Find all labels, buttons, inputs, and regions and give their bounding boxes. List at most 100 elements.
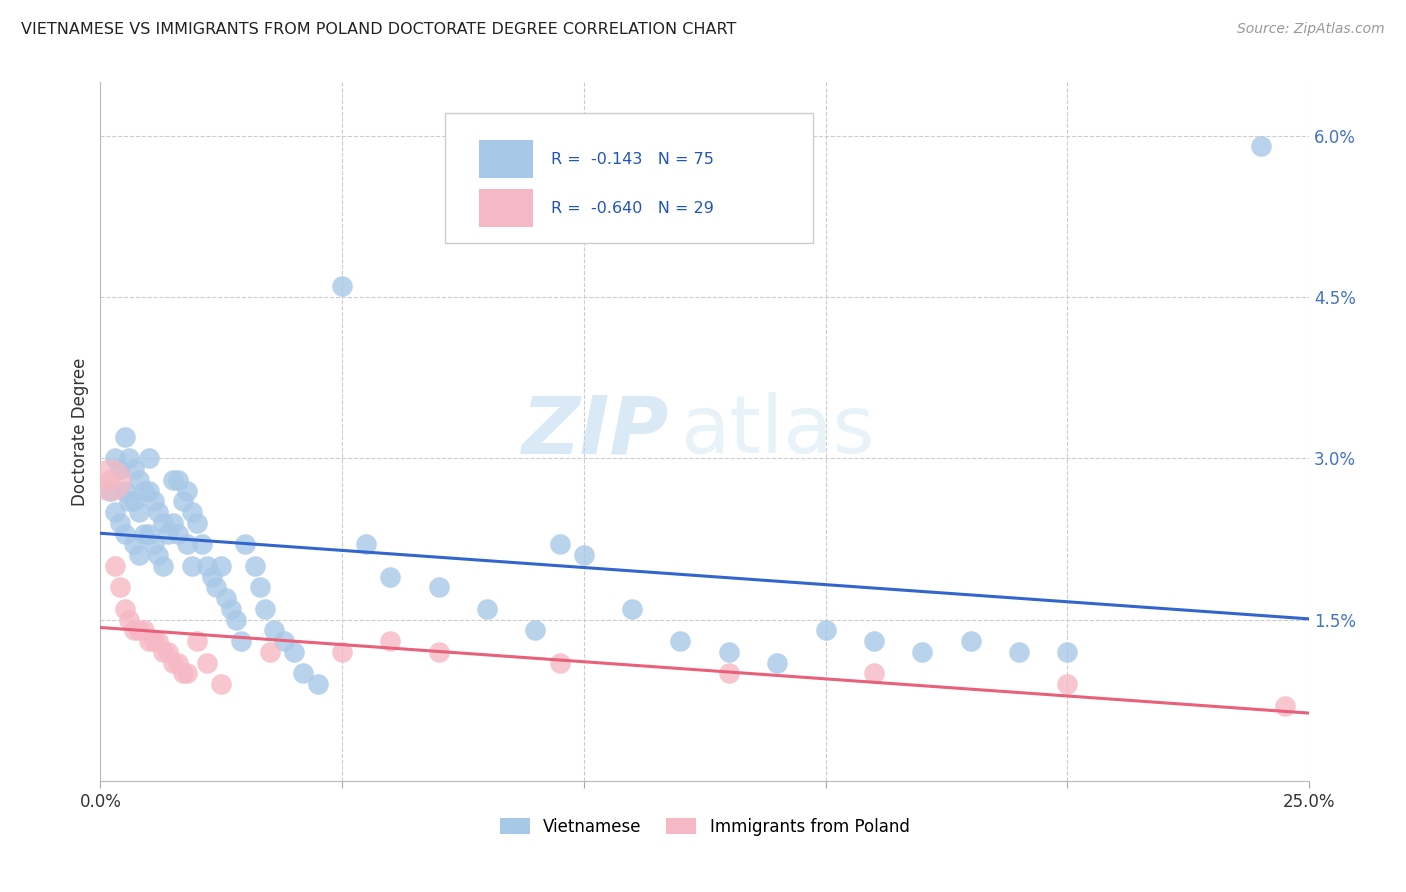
Point <box>235 537 257 551</box>
Point <box>380 634 402 648</box>
Bar <box>478 140 533 178</box>
Point <box>128 505 150 519</box>
Point <box>138 634 160 648</box>
Point <box>128 548 150 562</box>
Point <box>108 580 131 594</box>
Text: R =  -0.143   N = 75: R = -0.143 N = 75 <box>551 152 714 167</box>
Point <box>138 451 160 466</box>
Point <box>176 666 198 681</box>
Point <box>219 602 242 616</box>
Text: VIETNAMESE VS IMMIGRANTS FROM POLAND DOCTORATE DEGREE CORRELATION CHART: VIETNAMESE VS IMMIGRANTS FROM POLAND DOC… <box>21 22 737 37</box>
Point <box>181 558 204 573</box>
Point <box>1250 139 1272 153</box>
Point <box>186 516 208 530</box>
Point <box>114 526 136 541</box>
Point <box>200 569 222 583</box>
Point <box>253 602 276 616</box>
Point <box>1056 645 1078 659</box>
Point <box>128 624 150 638</box>
Point <box>181 505 204 519</box>
Point <box>138 526 160 541</box>
Point <box>814 624 837 638</box>
Point <box>138 483 160 498</box>
Point <box>152 516 174 530</box>
Point <box>118 451 141 466</box>
Point <box>307 677 329 691</box>
Point <box>225 613 247 627</box>
Point <box>166 473 188 487</box>
Point <box>380 569 402 583</box>
Point <box>142 634 165 648</box>
Point <box>132 483 155 498</box>
Point <box>98 473 121 487</box>
Point <box>863 634 886 648</box>
Point <box>959 634 981 648</box>
Point <box>1056 677 1078 691</box>
Point <box>427 645 450 659</box>
Y-axis label: Doctorate Degree: Doctorate Degree <box>72 358 89 506</box>
Point <box>330 645 353 659</box>
Point <box>195 558 218 573</box>
Point <box>166 526 188 541</box>
Point <box>548 537 571 551</box>
Point <box>98 473 121 487</box>
Point <box>122 624 145 638</box>
Point <box>108 516 131 530</box>
Point <box>292 666 315 681</box>
Point <box>114 483 136 498</box>
Legend: Vietnamese, Immigrants from Poland: Vietnamese, Immigrants from Poland <box>494 811 917 843</box>
Point <box>209 558 232 573</box>
Point <box>229 634 252 648</box>
Point <box>122 537 145 551</box>
Text: Source: ZipAtlas.com: Source: ZipAtlas.com <box>1237 22 1385 37</box>
Point <box>132 624 155 638</box>
Point <box>157 526 180 541</box>
Text: R =  -0.640   N = 29: R = -0.640 N = 29 <box>551 201 714 216</box>
Point <box>195 656 218 670</box>
Point <box>114 602 136 616</box>
Point <box>524 624 547 638</box>
Point <box>717 666 740 681</box>
Point <box>118 494 141 508</box>
Point <box>152 645 174 659</box>
Point <box>1274 698 1296 713</box>
Point <box>191 537 214 551</box>
Point <box>766 656 789 670</box>
Point <box>863 666 886 681</box>
Point <box>148 548 170 562</box>
Point <box>176 537 198 551</box>
Point <box>162 516 184 530</box>
Point <box>98 483 121 498</box>
Point <box>166 656 188 670</box>
Point <box>128 473 150 487</box>
Point <box>172 494 194 508</box>
FancyBboxPatch shape <box>444 113 814 243</box>
Point <box>118 613 141 627</box>
Bar <box>478 189 533 227</box>
Point <box>152 558 174 573</box>
Point <box>475 602 498 616</box>
Point <box>157 645 180 659</box>
Point <box>263 624 285 638</box>
Point <box>572 548 595 562</box>
Point <box>209 677 232 691</box>
Point <box>283 645 305 659</box>
Point <box>186 634 208 648</box>
Point <box>259 645 281 659</box>
Point <box>669 634 692 648</box>
Point <box>1008 645 1031 659</box>
Text: atlas: atlas <box>681 392 875 470</box>
Point <box>717 645 740 659</box>
Point <box>911 645 934 659</box>
Point <box>273 634 295 648</box>
Point <box>249 580 271 594</box>
Point <box>205 580 228 594</box>
Point <box>215 591 238 606</box>
Point <box>104 505 127 519</box>
Point <box>548 656 571 670</box>
Point <box>142 494 165 508</box>
Point <box>621 602 644 616</box>
Point <box>122 462 145 476</box>
Point <box>104 558 127 573</box>
Point <box>122 494 145 508</box>
